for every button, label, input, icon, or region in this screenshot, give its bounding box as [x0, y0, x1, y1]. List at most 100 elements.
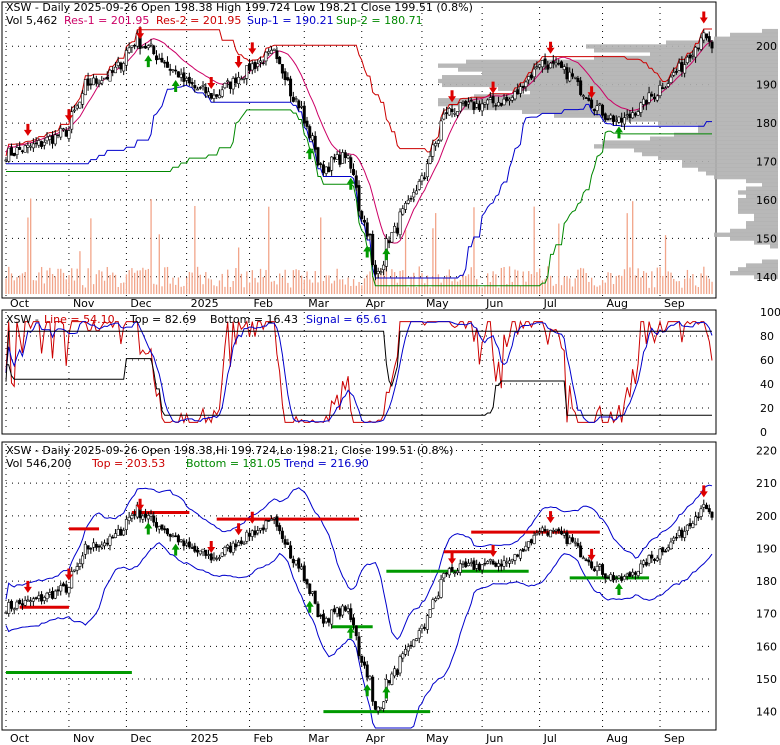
- volume-bar: [574, 278, 576, 294]
- mid-y-tick-label: 20: [760, 402, 774, 415]
- volume-bar: [547, 266, 549, 294]
- top-candle-body: [488, 97, 492, 100]
- top-candle-body: [155, 55, 159, 61]
- buy-arrow: [614, 126, 623, 139]
- top-candle-body: [15, 147, 19, 155]
- top-candle-body: [423, 177, 427, 179]
- top-candle-body: [122, 63, 126, 72]
- volume-bar: [429, 287, 431, 294]
- bot-candle-body: [683, 531, 687, 538]
- bot-candle-body: [510, 558, 514, 562]
- volume-bar: [347, 277, 349, 294]
- volume-bar: [681, 287, 683, 294]
- top-candle-body: [204, 86, 208, 94]
- mid-legend-signal: Signal = 65.61: [306, 313, 388, 326]
- bot-candle-body: [434, 598, 438, 601]
- bot-candle-body: [267, 519, 271, 522]
- bot-candle-body: [40, 594, 44, 602]
- volume-bar: [621, 275, 623, 294]
- volume-bar: [191, 272, 193, 294]
- volume-bar: [175, 284, 177, 294]
- volume-bar: [120, 283, 122, 294]
- x-tick-label: Jun: [485, 297, 503, 310]
- top-candle-body: [182, 72, 186, 82]
- top-candle-body: [518, 86, 522, 94]
- volume-bar: [467, 274, 470, 294]
- x-tick-label: Nov: [73, 297, 95, 310]
- bot-candle-body: [453, 572, 457, 575]
- volume-bar: [437, 274, 440, 294]
- bot-candle-body: [354, 625, 358, 637]
- volume-bar: [87, 268, 89, 294]
- sell-arrow: [699, 11, 708, 24]
- top-candle-body: [625, 114, 629, 117]
- profile-bar: [530, 90, 778, 95]
- bot-candle-body: [171, 535, 175, 538]
- volume-bar: [150, 199, 152, 294]
- top-candle-body: [674, 71, 678, 73]
- bot-candle-body: [20, 603, 24, 606]
- bot-candle-body: [694, 516, 698, 526]
- volume-bar: [257, 282, 259, 294]
- bot-candle-body: [37, 595, 41, 599]
- bot-candle-body: [294, 559, 298, 565]
- top-candle-body: [215, 94, 219, 97]
- bot-candle-body: [86, 545, 90, 550]
- top-candle-body: [494, 104, 498, 107]
- bot-candle-body: [417, 630, 421, 639]
- bot-candle-body: [535, 532, 539, 536]
- volume-bar: [549, 275, 552, 294]
- top-candle-body: [609, 114, 613, 119]
- top-candle-body: [417, 181, 421, 190]
- sell-arrow: [587, 86, 596, 99]
- volume-bar: [284, 269, 286, 294]
- bot-candle-body: [368, 675, 372, 680]
- bot-candle-body: [636, 571, 640, 576]
- bot-candle-body: [546, 532, 550, 536]
- bot-candle-body: [450, 566, 454, 572]
- volume-bar: [533, 206, 535, 294]
- bot-candle-body: [332, 608, 336, 613]
- volume-bar: [117, 287, 119, 294]
- bot-candle-body: [100, 544, 104, 548]
- top-candle-body: [267, 51, 271, 54]
- bot-candle-body: [710, 511, 714, 518]
- top-candle-body: [360, 211, 364, 220]
- volume-bar: [530, 274, 533, 294]
- bot-candle-body: [499, 563, 503, 567]
- top-candle-body: [275, 50, 279, 60]
- volume-bar: [558, 223, 560, 294]
- profile-bar: [650, 51, 778, 57]
- top-candle-body: [234, 77, 238, 84]
- volume-bar: [415, 286, 418, 294]
- volume-bar: [289, 287, 292, 294]
- bot-candle-body: [663, 550, 667, 553]
- volume-bar: [369, 271, 371, 294]
- bot-candle-body: [269, 518, 273, 521]
- top-candle-body: [694, 46, 698, 58]
- top-candle-body: [655, 95, 659, 101]
- top-legend-res1: Res-1 = 201.95: [64, 14, 149, 27]
- bot-candle-body: [105, 542, 109, 545]
- volume-bar: [489, 282, 492, 294]
- volume-bar: [65, 279, 67, 294]
- top-candle-body: [685, 56, 689, 64]
- volume-bar: [183, 285, 185, 294]
- bot-candle-body: [226, 544, 230, 548]
- volume-bar: [571, 286, 574, 294]
- bot-candle-body: [469, 562, 473, 564]
- bot-candle-body: [234, 543, 238, 548]
- mid-panel-frame: [1, 309, 717, 435]
- profile-bar: [746, 221, 778, 226]
- bot-candle-body: [513, 554, 517, 561]
- top-candle-body: [398, 211, 402, 236]
- top-candle-body: [524, 81, 528, 87]
- osc-top: [5, 330, 712, 388]
- bot-candle-body: [404, 649, 408, 655]
- volume-bar: [51, 274, 54, 294]
- bot-candle-body: [338, 608, 342, 617]
- top-candle-body: [647, 92, 651, 103]
- profile-bar: [482, 71, 778, 76]
- bot-candle-body: [228, 545, 232, 553]
- profile-bar: [466, 59, 778, 65]
